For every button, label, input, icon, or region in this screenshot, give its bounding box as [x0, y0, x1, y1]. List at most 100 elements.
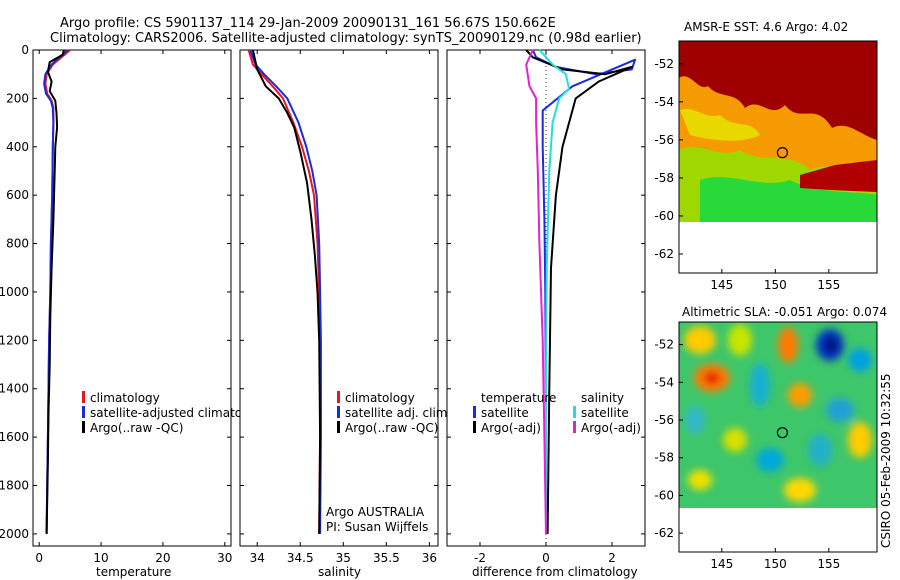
temperature-y-tick-label: 1400: [0, 382, 29, 396]
salinity-legend-label-satellite: satellite adj. clim.: [345, 406, 451, 420]
salinity-legend-label-climatology: climatology: [345, 391, 415, 405]
difference-legend: temperature satellite Argo(-adj) salinit…: [473, 391, 641, 435]
temperature-y-tick-label: 2000: [0, 527, 29, 541]
sst-map-title: AMSR-E SST: 4.6 Argo: 4.02: [684, 20, 848, 34]
salinity-profile-chart: 34 34.5 35 35.5 36 salinity climatology sate…: [239, 49, 451, 579]
salinity-legend-swatch-climatology: [337, 391, 340, 403]
salinity-legend-label-argo: Argo(..raw -QC): [345, 421, 438, 435]
sla-map-y-tick-label: -56: [654, 413, 674, 427]
sla-map-y-tick-label: -52: [654, 338, 674, 352]
temperature-y-tick-label: 1200: [0, 333, 29, 347]
difference-x-ticks: -2 0 2: [474, 50, 616, 565]
difference-x-tick-label: -2: [474, 551, 486, 565]
salinity-x-ticks: 34 34.5 35 35.5 36: [250, 50, 437, 565]
difference-series: [525, 49, 637, 534]
difference-legend-swatch-sal-satellite: [573, 406, 576, 418]
temperature-profile-chart: 0 200 400 600 800 1000 1200 1400 1600 1800 2000 0 1…: [0, 43, 268, 579]
header-title-line1: Argo profile: CS 5901137_114 29-Jan-2009…: [60, 16, 556, 31]
sst-map-field: [679, 41, 877, 222]
temperature-y-tick-label: 1000: [0, 285, 29, 299]
sla-map-y-tick-label: -54: [654, 375, 674, 389]
salinity-x-tick-label: 34.5: [287, 551, 314, 565]
sst-map-y-tick-label: -60: [654, 209, 674, 223]
temperature-y-tick-label: 600: [6, 188, 29, 202]
salinity-x-tick-label: 34: [250, 551, 265, 565]
sla-map-frame: [678, 321, 878, 553]
salinity-series-argo-raw-qc: [251, 49, 322, 534]
temperature-y-tick-label: 1800: [0, 479, 29, 493]
difference-legend-label-temp-satellite: satellite: [481, 406, 529, 420]
difference-legend-header-salinity: salinity: [581, 391, 624, 405]
difference-x-tick-label: 2: [608, 551, 616, 565]
sst-map-x-tick-label: 155: [817, 278, 840, 292]
sla-map: Altimetric SLA: -0.051 Argo: 0.074: [654, 305, 887, 571]
header-title-line2: Climatology: CARS2006. Satellite-adjuste…: [50, 31, 642, 46]
difference-x-tick-label: 0: [542, 551, 550, 565]
salinity-annotation-pi: PI: Susan Wijffels: [326, 520, 428, 534]
temperature-y-ticks: 0 200 400 600 800 1000 1200 1400 1600 1800 2000: [0, 43, 231, 541]
difference-legend-label-sal-satellite: satellite: [581, 406, 629, 420]
temperature-legend-swatch-argo: [82, 421, 85, 433]
sla-map-y-tick-label: -58: [654, 451, 674, 465]
sst-map-y-tick-label: -62: [654, 247, 674, 261]
salinity-x-axis-label: salinity: [318, 565, 361, 579]
sst-map-y-tick-label: -54: [654, 95, 674, 109]
temperature-axes-frame: [32, 49, 232, 547]
difference-x-axis-label: difference from climatology: [472, 565, 638, 579]
sla-map-x-tick-label: 155: [817, 557, 840, 571]
difference-legend-label-sal-argo: Argo(-adj): [581, 421, 641, 435]
sst-map-y-tick-label: -58: [654, 171, 674, 185]
sst-map: AMSR-E SST: 4.6 Argo: 4.02 -52 -54 -56 -58 -…: [654, 20, 878, 292]
sst-map-x-tick-label: 145: [710, 278, 733, 292]
salinity-annotation-agency: Argo AUSTRALIA: [326, 505, 425, 519]
sla-map-title: Altimetric SLA: -0.051 Argo: 0.074: [682, 305, 887, 319]
difference-series-salinity-satellite: [538, 49, 571, 534]
temperature-y-tick-label: 800: [6, 237, 29, 251]
sla-map-x-tick-label: 145: [710, 557, 733, 571]
temperature-legend: climatology satellite-adjusted climatolo…: [82, 391, 268, 435]
sla-map-x-ticks: 145 150 155: [710, 548, 840, 571]
sla-map-x-tick-label: 150: [764, 557, 787, 571]
temperature-y-tick-label: 200: [6, 91, 29, 105]
difference-legend-swatch-sal-argo: [573, 421, 576, 433]
salinity-x-tick-label: 35.5: [373, 551, 400, 565]
temperature-x-tick-label: 10: [93, 551, 108, 565]
salinity-series-satellite-adj-clim: [249, 49, 322, 534]
difference-legend-label-temp-argo: Argo(-adj): [481, 421, 541, 435]
sst-map-frame: [678, 40, 878, 274]
salinity-axes-frame: [239, 49, 439, 547]
salinity-legend-swatch-satellite: [337, 406, 340, 418]
temperature-series: [43, 49, 71, 534]
sla-argo-location-marker: [776, 427, 789, 439]
sst-map-x-tick-label: 150: [764, 278, 787, 292]
salinity-y-ticks: [240, 49, 438, 535]
difference-legend-header-temperature: temperature: [481, 391, 556, 405]
difference-profile-chart: -2 0 2 difference from climatology tempera…: [446, 49, 646, 579]
temperature-y-tick-label: 1600: [0, 430, 29, 444]
difference-legend-swatch-temp-argo: [473, 421, 476, 433]
salinity-x-tick-label: 36: [422, 551, 437, 565]
temperature-y-tick-label: 0: [21, 43, 29, 57]
temperature-x-ticks: 0 10 20 30: [35, 50, 232, 565]
temperature-x-axis-label: temperature: [96, 565, 171, 579]
temperature-x-tick-label: 30: [217, 551, 232, 565]
sst-argo-location-marker: [776, 147, 789, 159]
temperature-y-tick-label: 400: [6, 140, 29, 154]
salinity-series: [247, 49, 322, 534]
sla-map-y-tick-label: -60: [654, 488, 674, 502]
temperature-legend-label-climatology: climatology: [90, 391, 160, 405]
temperature-legend-swatch-climatology: [82, 391, 85, 403]
temperature-legend-label-satellite: satellite-adjusted climatology: [90, 406, 268, 420]
sla-map-y-tick-label: -62: [654, 526, 674, 540]
salinity-x-tick-label: 35: [336, 551, 351, 565]
sla-map-field: [679, 322, 877, 508]
difference-legend-swatch-temp-satellite: [473, 406, 476, 418]
temperature-x-tick-label: 0: [35, 551, 43, 565]
difference-series-salinity-argo-adj: [525, 49, 547, 534]
sla-map-y-ticks: -52 -54 -56 -58 -60 -62: [654, 338, 683, 540]
salinity-legend: climatology satellite adj. clim. Argo(..…: [337, 391, 451, 435]
sst-map-y-tick-label: -52: [654, 57, 674, 71]
sst-map-y-tick-label: -56: [654, 133, 674, 147]
difference-y-ticks: [447, 49, 645, 535]
